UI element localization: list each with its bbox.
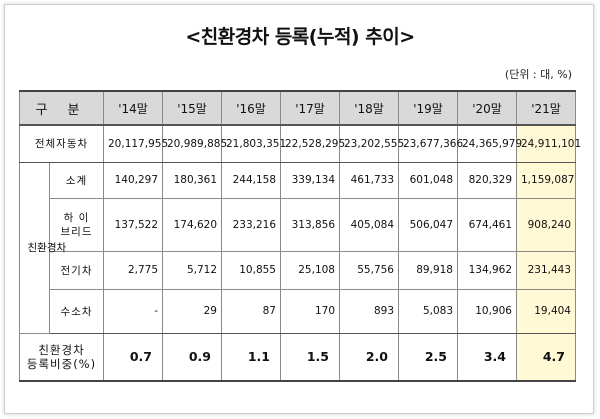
table-title: <친환경차 등록(누적) 추이> [185,26,415,48]
cell-value: 180,361 [162,161,222,199]
header-year: '14말 [103,90,163,126]
cell-value: 21,803,351 [221,124,286,163]
header-year: '18말 [339,90,399,126]
cell-value: 405,084 [339,197,399,252]
cell-value-highlight: 4.7 [516,332,576,382]
cell-value: 233,216 [221,197,281,252]
cell-value: 2.0 [339,332,399,382]
table-row-hybrid: 하 이 브리드 137,522 174,620 233,216 313,856 … [20,197,576,252]
cell-value: 1.1 [221,332,281,382]
cell-value: 20,117,955 [103,124,168,163]
row-label-line: 친환경차 [38,342,85,357]
cell-value: 2,775 [103,250,163,290]
group-label-eco-car: 친환경차 [19,161,66,334]
cell-value: 5,083 [398,288,458,334]
row-label: 전기차 [49,250,104,290]
row-label: 수소차 [49,288,104,334]
table-row-hydrogen: 수소차 - 29 87 170 893 5,083 10,906 19,404 [20,288,576,334]
table-row-subtotal: 친환경차 소계 140,297 180,361 244,158 339,134 … [19,161,576,334]
cell-value: 29 [162,288,222,334]
cell-value: 0.7 [103,332,163,382]
cell-value: - [103,288,163,334]
cell-value: 140,297 [103,161,163,199]
cell-value: 674,461 [457,197,517,252]
table-row-electric: 전기차 2,775 5,712 10,855 25,108 55,756 89,… [20,250,576,290]
header-year: '16말 [221,90,281,126]
row-label: 전체자동차 [19,124,104,163]
unit-note: (단위 : 대, %) [504,68,572,81]
cell-value: 134,962 [457,250,517,290]
cell-value-highlight: 19,404 [516,288,576,334]
cell-value: 23,202,555 [339,124,404,163]
row-label: 친환경차 등록비중(%) [19,332,104,382]
row-label-line: 하 이 [63,211,90,224]
cell-value: 506,047 [398,197,458,252]
header-row: 구 분 '14말 '15말 '16말 '17말 '18말 '19말 '20말 '… [19,90,576,126]
cell-value-highlight: 908,240 [516,197,576,252]
cell-value: 25,108 [280,250,340,290]
cell-value: 10,906 [457,288,517,334]
cell-value: 3.4 [457,332,517,382]
cell-value: 820,329 [457,161,517,199]
header-year: '17말 [280,90,340,126]
cell-value: 339,134 [280,161,340,199]
cell-value: 10,855 [221,250,281,290]
header-year: '15말 [162,90,222,126]
header-year: '20말 [457,90,517,126]
cell-value: 20,989,885 [162,124,227,163]
cell-value-highlight: 24,911,101 [516,124,581,163]
eco-car-registration-table: 구 분 '14말 '15말 '16말 '17말 '18말 '19말 '20말 '… [19,90,581,382]
cell-value: 137,522 [103,197,163,252]
cell-value: 244,158 [221,161,281,199]
cell-value: 0.9 [162,332,222,382]
cell-value: 2.5 [398,332,458,382]
header-year: '19말 [398,90,458,126]
table-row-ratio: 친환경차 등록비중(%) 0.7 0.9 1.1 1.5 2.0 2.5 3.4… [19,332,576,382]
cell-value: 55,756 [339,250,399,290]
row-label-line: 브리드 [60,225,93,238]
cell-value: 22,528,295 [280,124,345,163]
cell-value: 174,620 [162,197,222,252]
header-year-highlight: '21말 [516,90,576,126]
cell-value: 893 [339,288,399,334]
table-row-total: 전체자동차 20,117,955 20,989,885 21,803,351 2… [19,124,581,163]
cell-value: 313,856 [280,197,340,252]
header-category: 구 분 [19,90,104,126]
cell-value: 1.5 [280,332,340,382]
cell-value: 5,712 [162,250,222,290]
row-label: 소계 [49,161,104,199]
cell-value: 601,048 [398,161,458,199]
cell-value: 87 [221,288,281,334]
cell-value: 89,918 [398,250,458,290]
cell-value-highlight: 1,159,087 [516,161,576,199]
cell-value: 23,677,366 [398,124,463,163]
row-label-line: 등록비중(%) [26,356,97,371]
cell-value: 24,365,979 [457,124,522,163]
cell-value-highlight: 231,443 [516,250,576,290]
cell-value: 461,733 [339,161,399,199]
cell-value: 170 [280,288,340,334]
